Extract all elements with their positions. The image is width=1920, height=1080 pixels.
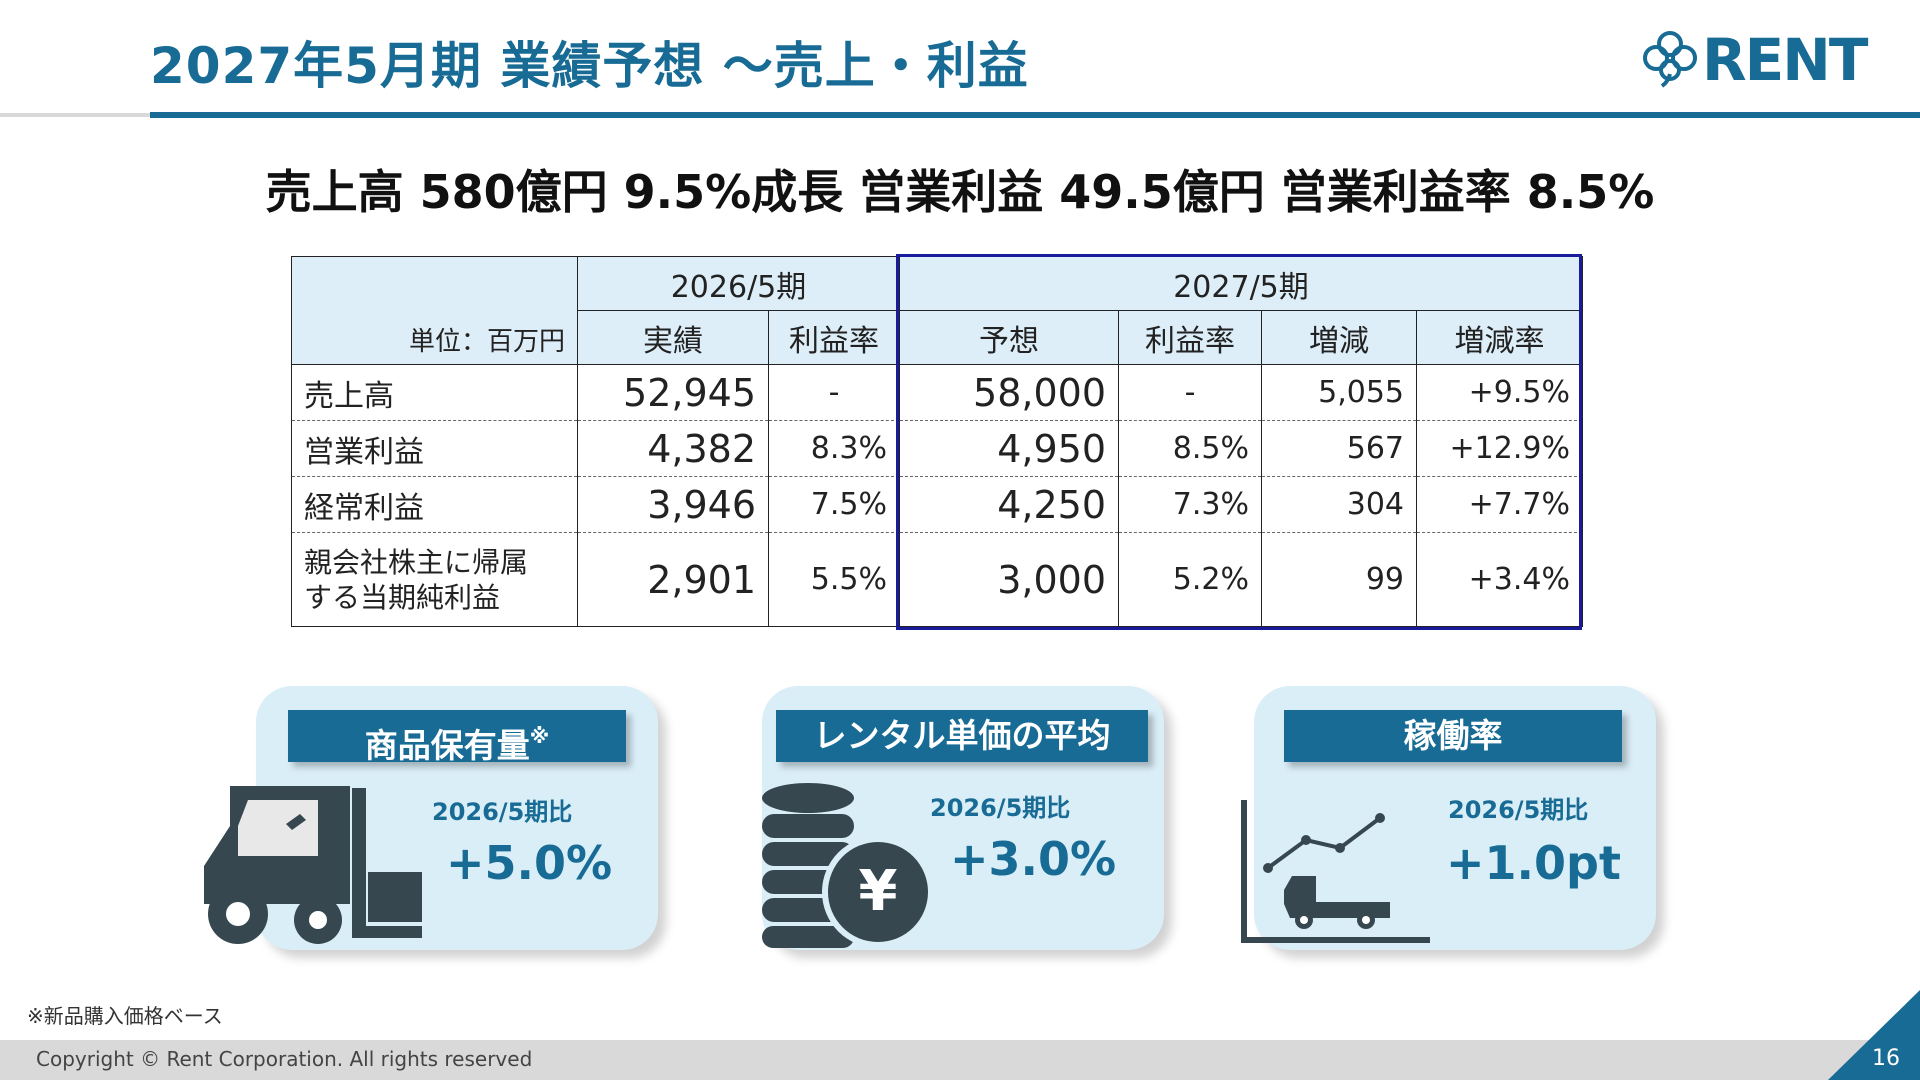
copyright-text: Copyright © Rent Corporation. All rights… xyxy=(36,1047,533,1071)
plan-margin: 8.5% xyxy=(1118,420,1262,477)
kpi-comparison: 2026/5期比 xyxy=(432,798,573,826)
truck-chart-icon xyxy=(1241,800,1430,943)
subheader-change: 増減 xyxy=(1261,310,1417,365)
subheader-actual: 実績 xyxy=(577,310,769,365)
page-number: 16 xyxy=(1872,1046,1900,1071)
kpi-label-utilization: 稼働率 xyxy=(1284,710,1622,762)
table-row: 売上高 52,945 - 58,000 - 5,055 +9.5% xyxy=(291,364,1583,421)
svg-text:¥: ¥ xyxy=(859,859,898,924)
table-header-row: 単位：百万円 2026/5期 2027/5期 xyxy=(291,256,1583,365)
yen-coins-icon: ¥ xyxy=(762,783,934,948)
prev-margin: - xyxy=(768,364,900,421)
forklift-icon xyxy=(204,786,422,944)
row-label: 経常利益 xyxy=(291,476,578,533)
change-value: 304 xyxy=(1261,476,1417,533)
period-next-header: 2027/5期 xyxy=(899,256,1583,311)
kpi-comparison: 2026/5期比 xyxy=(930,794,1071,822)
subheader-margin-prev: 利益率 xyxy=(768,310,900,365)
prev-value: 4,382 xyxy=(577,420,769,477)
subheader-forecast: 予想 xyxy=(899,310,1119,365)
prev-value: 3,946 xyxy=(577,476,769,533)
kpi-comparison: 2026/5期比 xyxy=(1448,796,1589,824)
period-prev-header: 2026/5期 xyxy=(577,256,900,311)
unit-label: 単位：百万円 xyxy=(291,256,578,365)
subheader-change-rate: 増減率 xyxy=(1416,310,1583,365)
footnote: ※新品購入価格ベース xyxy=(27,1004,223,1028)
table-row: 営業利益 4,382 8.3% 4,950 8.5% 567 +12.9% xyxy=(291,420,1583,477)
prev-margin: 8.3% xyxy=(768,420,900,477)
change-rate: +12.9% xyxy=(1416,420,1583,477)
row-label: 売上高 xyxy=(291,364,578,421)
table-row: 親会社株主に帰属 する当期純利益 2,901 5.5% 3,000 5.2% 9… xyxy=(291,532,1583,627)
row-label: 営業利益 xyxy=(291,420,578,477)
prev-value: 2,901 xyxy=(577,532,769,627)
change-value: 99 xyxy=(1261,532,1417,627)
kpi-label-inventory: 商品保有量※ xyxy=(288,710,626,765)
kpi-value: +1.0pt xyxy=(1446,836,1621,890)
prev-margin: 5.5% xyxy=(768,532,900,627)
footer-bar xyxy=(0,1040,1920,1080)
plan-value: 4,950 xyxy=(899,420,1119,477)
change-rate: +3.4% xyxy=(1416,532,1583,627)
kpi-label-rental-price: レンタル単価の平均 xyxy=(776,710,1148,762)
plan-margin: 5.2% xyxy=(1118,532,1262,627)
prev-margin: 7.5% xyxy=(768,476,900,533)
page-corner-triangle xyxy=(1828,990,1920,1080)
change-rate: +9.5% xyxy=(1416,364,1583,421)
row-label-line2: する当期純利益 xyxy=(304,580,501,614)
forecast-headline: 売上高 580億円 9.5%成長 営業利益 49.5億円 営業利益率 8.5% xyxy=(265,165,1655,219)
plan-value: 58,000 xyxy=(899,364,1119,421)
header-divider-grey xyxy=(0,113,150,117)
header-divider-blue xyxy=(150,112,1920,118)
table-row: 経常利益 3,946 7.5% 4,250 7.3% 304 +7.7% xyxy=(291,476,1583,533)
table-subheader-row: 実績 利益率 予想 利益率 増減 増減率 xyxy=(292,310,1583,365)
company-logo: RENT xyxy=(1640,26,1868,94)
change-rate: +7.7% xyxy=(1416,476,1583,533)
subheader-margin-next: 利益率 xyxy=(1118,310,1262,365)
plan-value: 3,000 xyxy=(899,532,1119,627)
logo-wordmark: RENT xyxy=(1702,26,1868,94)
change-value: 5,055 xyxy=(1261,364,1417,421)
plan-margin: - xyxy=(1118,364,1262,421)
change-value: 567 xyxy=(1261,420,1417,477)
prev-value: 52,945 xyxy=(577,364,769,421)
page-title: 2027年5月期 業績予想 ～売上・利益 xyxy=(150,37,1029,95)
forecast-table: 単位：百万円 2026/5期 2027/5期 実績 利益率 予想 利益率 増減 … xyxy=(291,256,1583,627)
kpi-value: +5.0% xyxy=(446,836,613,890)
row-label-line1: 親会社株主に帰属 xyxy=(304,545,529,579)
plan-margin: 7.3% xyxy=(1118,476,1262,533)
plan-value: 4,250 xyxy=(899,476,1119,533)
row-label: 親会社株主に帰属 する当期純利益 xyxy=(291,532,578,627)
clover-logo-icon xyxy=(1643,31,1697,88)
kpi-value: +3.0% xyxy=(950,832,1117,886)
